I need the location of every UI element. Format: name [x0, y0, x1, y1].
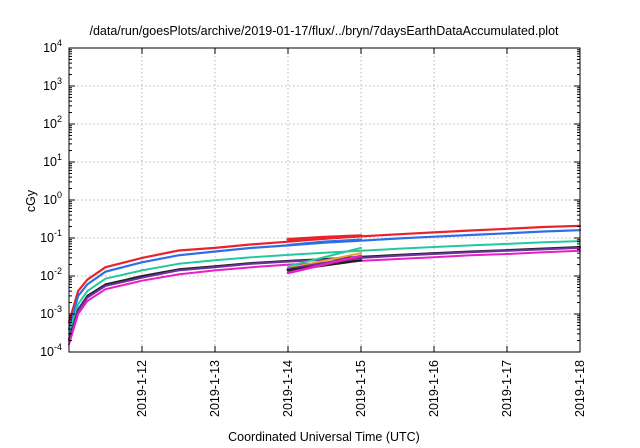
chart-title: /data/run/goesPlots/archive/2019-01-17/f…	[89, 24, 559, 38]
series-line-1	[67, 224, 582, 324]
grid	[69, 48, 580, 352]
y-axis-label: cGy	[24, 189, 38, 212]
x-tick-label: 2019-1-15	[354, 360, 368, 417]
series-line-6	[68, 249, 581, 346]
series-line-9	[287, 246, 362, 268]
y-tick-label: 102	[43, 114, 62, 131]
x-tick-label: 2019-1-18	[573, 360, 587, 417]
x-tick-label: 2019-1-12	[135, 360, 149, 417]
series-line-3	[68, 240, 581, 335]
series-line-5	[68, 246, 581, 342]
axis-ticks	[69, 47, 581, 353]
series-line-8	[286, 238, 363, 247]
x-tick-label: 2019-1-14	[281, 360, 295, 417]
y-tick-labels: 10-4 10-3 10-2 10-1 100 101 102 103 104	[40, 38, 62, 359]
y-tick-label: 10-3	[40, 304, 62, 321]
y-tick-label: 10-2	[40, 266, 62, 283]
y-tick-label: 101	[43, 152, 62, 169]
y-tick-label: 103	[43, 76, 62, 93]
y-tick-label: 10-4	[40, 342, 62, 359]
x-tick-label: 2019-1-16	[427, 360, 441, 417]
series-group	[67, 224, 582, 346]
x-axis-label: Coordinated Universal Time (UTC)	[228, 430, 420, 444]
y-tick-label: 10-1	[40, 228, 62, 245]
x-tick-label: 2019-1-13	[208, 360, 222, 417]
series-line-13	[286, 254, 363, 275]
series-line-10	[287, 252, 362, 270]
series-line-7	[286, 234, 363, 241]
y-tick-label: 100	[43, 190, 62, 207]
x-tick-labels: 2019-1-12 2019-1-13 2019-1-14 2019-1-15 2019…	[135, 360, 587, 417]
y-tick-label: 104	[43, 38, 62, 55]
x-tick-label: 2019-1-17	[500, 360, 514, 417]
